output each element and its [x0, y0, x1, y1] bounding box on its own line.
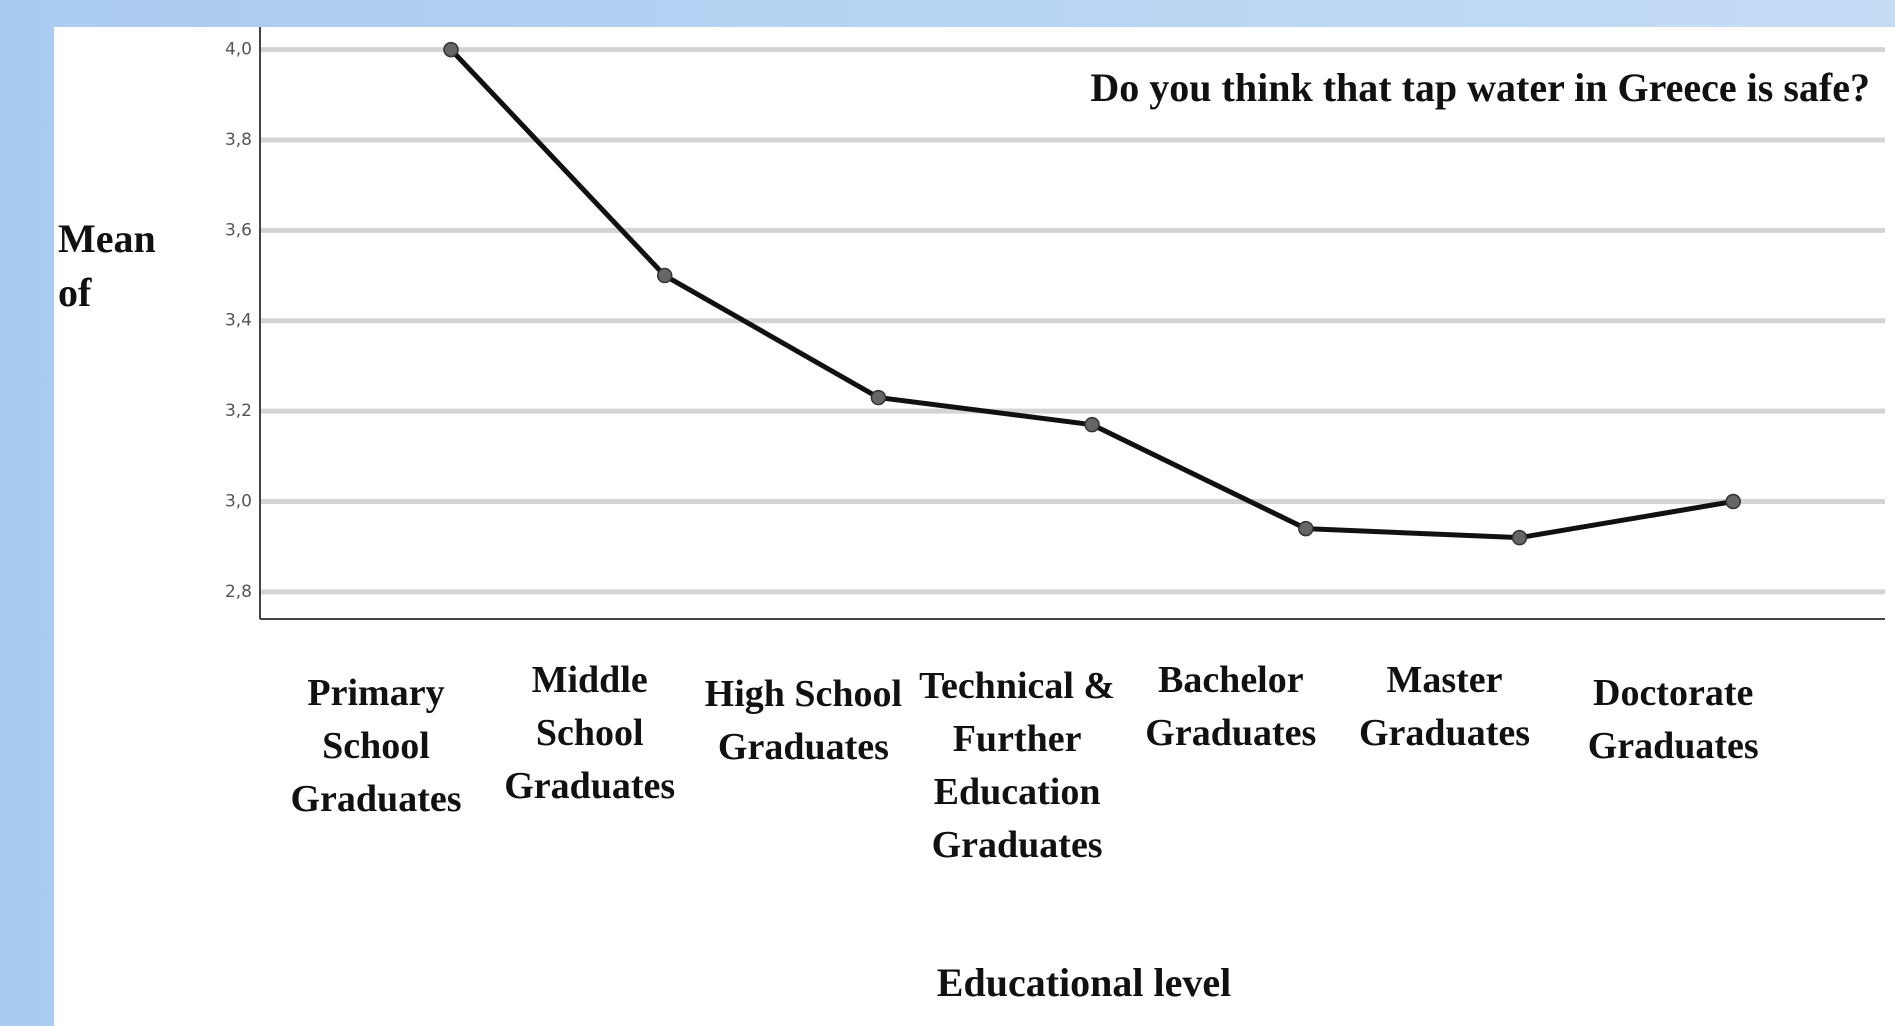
y-tick-label: 4,0	[225, 40, 252, 60]
point	[1084, 416, 1100, 433]
y-axis-label: Mean of	[58, 216, 156, 315]
chart-title: Do you think that tap water in Greece is…	[1090, 65, 1870, 110]
point	[656, 267, 673, 284]
x-tick-label: Doctorate Graduates	[1587, 672, 1759, 767]
y-tick-label: 3,4	[225, 311, 252, 331]
x-tick-label: High School Graduates	[704, 673, 903, 768]
point	[443, 41, 459, 58]
y-tick-label: 3,2	[225, 401, 252, 421]
point	[1725, 493, 1741, 510]
x-tick-label: Technical & Further Education Graduates	[919, 665, 1116, 866]
point	[1511, 529, 1528, 546]
y-tick-label: 3,6	[225, 220, 252, 240]
y-tick-label: 3,0	[225, 492, 252, 512]
point	[870, 389, 887, 406]
y-tick-label: 2,8	[225, 582, 252, 602]
y-tick-label: 3,8	[225, 130, 252, 150]
x-tick-label: Primary School Graduates	[290, 672, 462, 820]
panel	[54, 27, 1895, 1026]
x-tick-label: Master Graduates	[1359, 659, 1530, 754]
x-tick-label: Middle School Graduates	[504, 659, 676, 807]
x-axis-label: Educational level	[937, 960, 1231, 1005]
x-tick-label: Bachelor Graduates	[1145, 659, 1317, 754]
point	[1298, 520, 1314, 537]
